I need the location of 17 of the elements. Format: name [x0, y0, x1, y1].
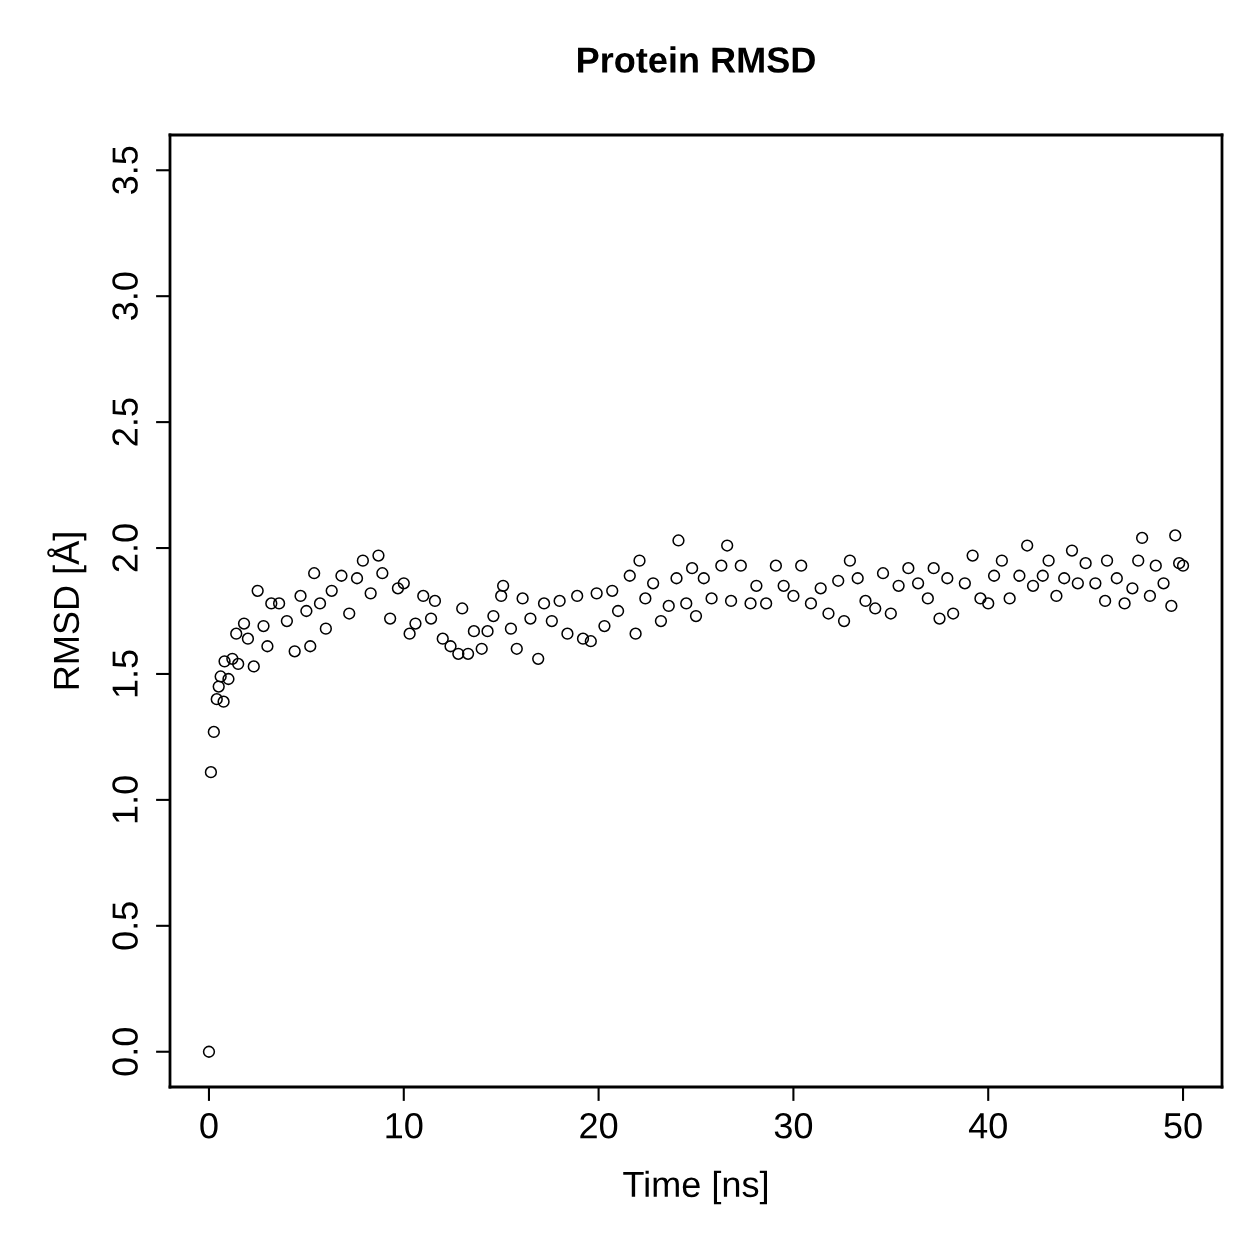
- chart-title: Protein RMSD: [578, 46, 815, 73]
- y-tick-label: 1.5: [112, 650, 138, 697]
- y-tick-label: 2.5: [112, 398, 138, 446]
- y-tick-label: 3.0: [112, 272, 138, 320]
- x-tick-label: 0: [200, 1112, 218, 1139]
- x-tick-label: 40: [968, 1112, 1007, 1139]
- y-tick-label: 1.0: [112, 776, 138, 823]
- x-tick-label: 10: [386, 1112, 423, 1139]
- y-tick-label: 0.5: [112, 902, 138, 950]
- x-axis-title: Time [ns]: [623, 1170, 767, 1205]
- x-tick-label: 50: [1164, 1112, 1202, 1139]
- x-tick-label: 30: [774, 1112, 813, 1139]
- y-tick-label: 3.5: [112, 146, 138, 194]
- x-tick-label: 20: [580, 1112, 618, 1139]
- y-axis-title: RMSD [Å]: [47, 533, 87, 689]
- y-tick-label: 0.0: [112, 1028, 138, 1076]
- y-tick-label: 2.0: [112, 524, 138, 572]
